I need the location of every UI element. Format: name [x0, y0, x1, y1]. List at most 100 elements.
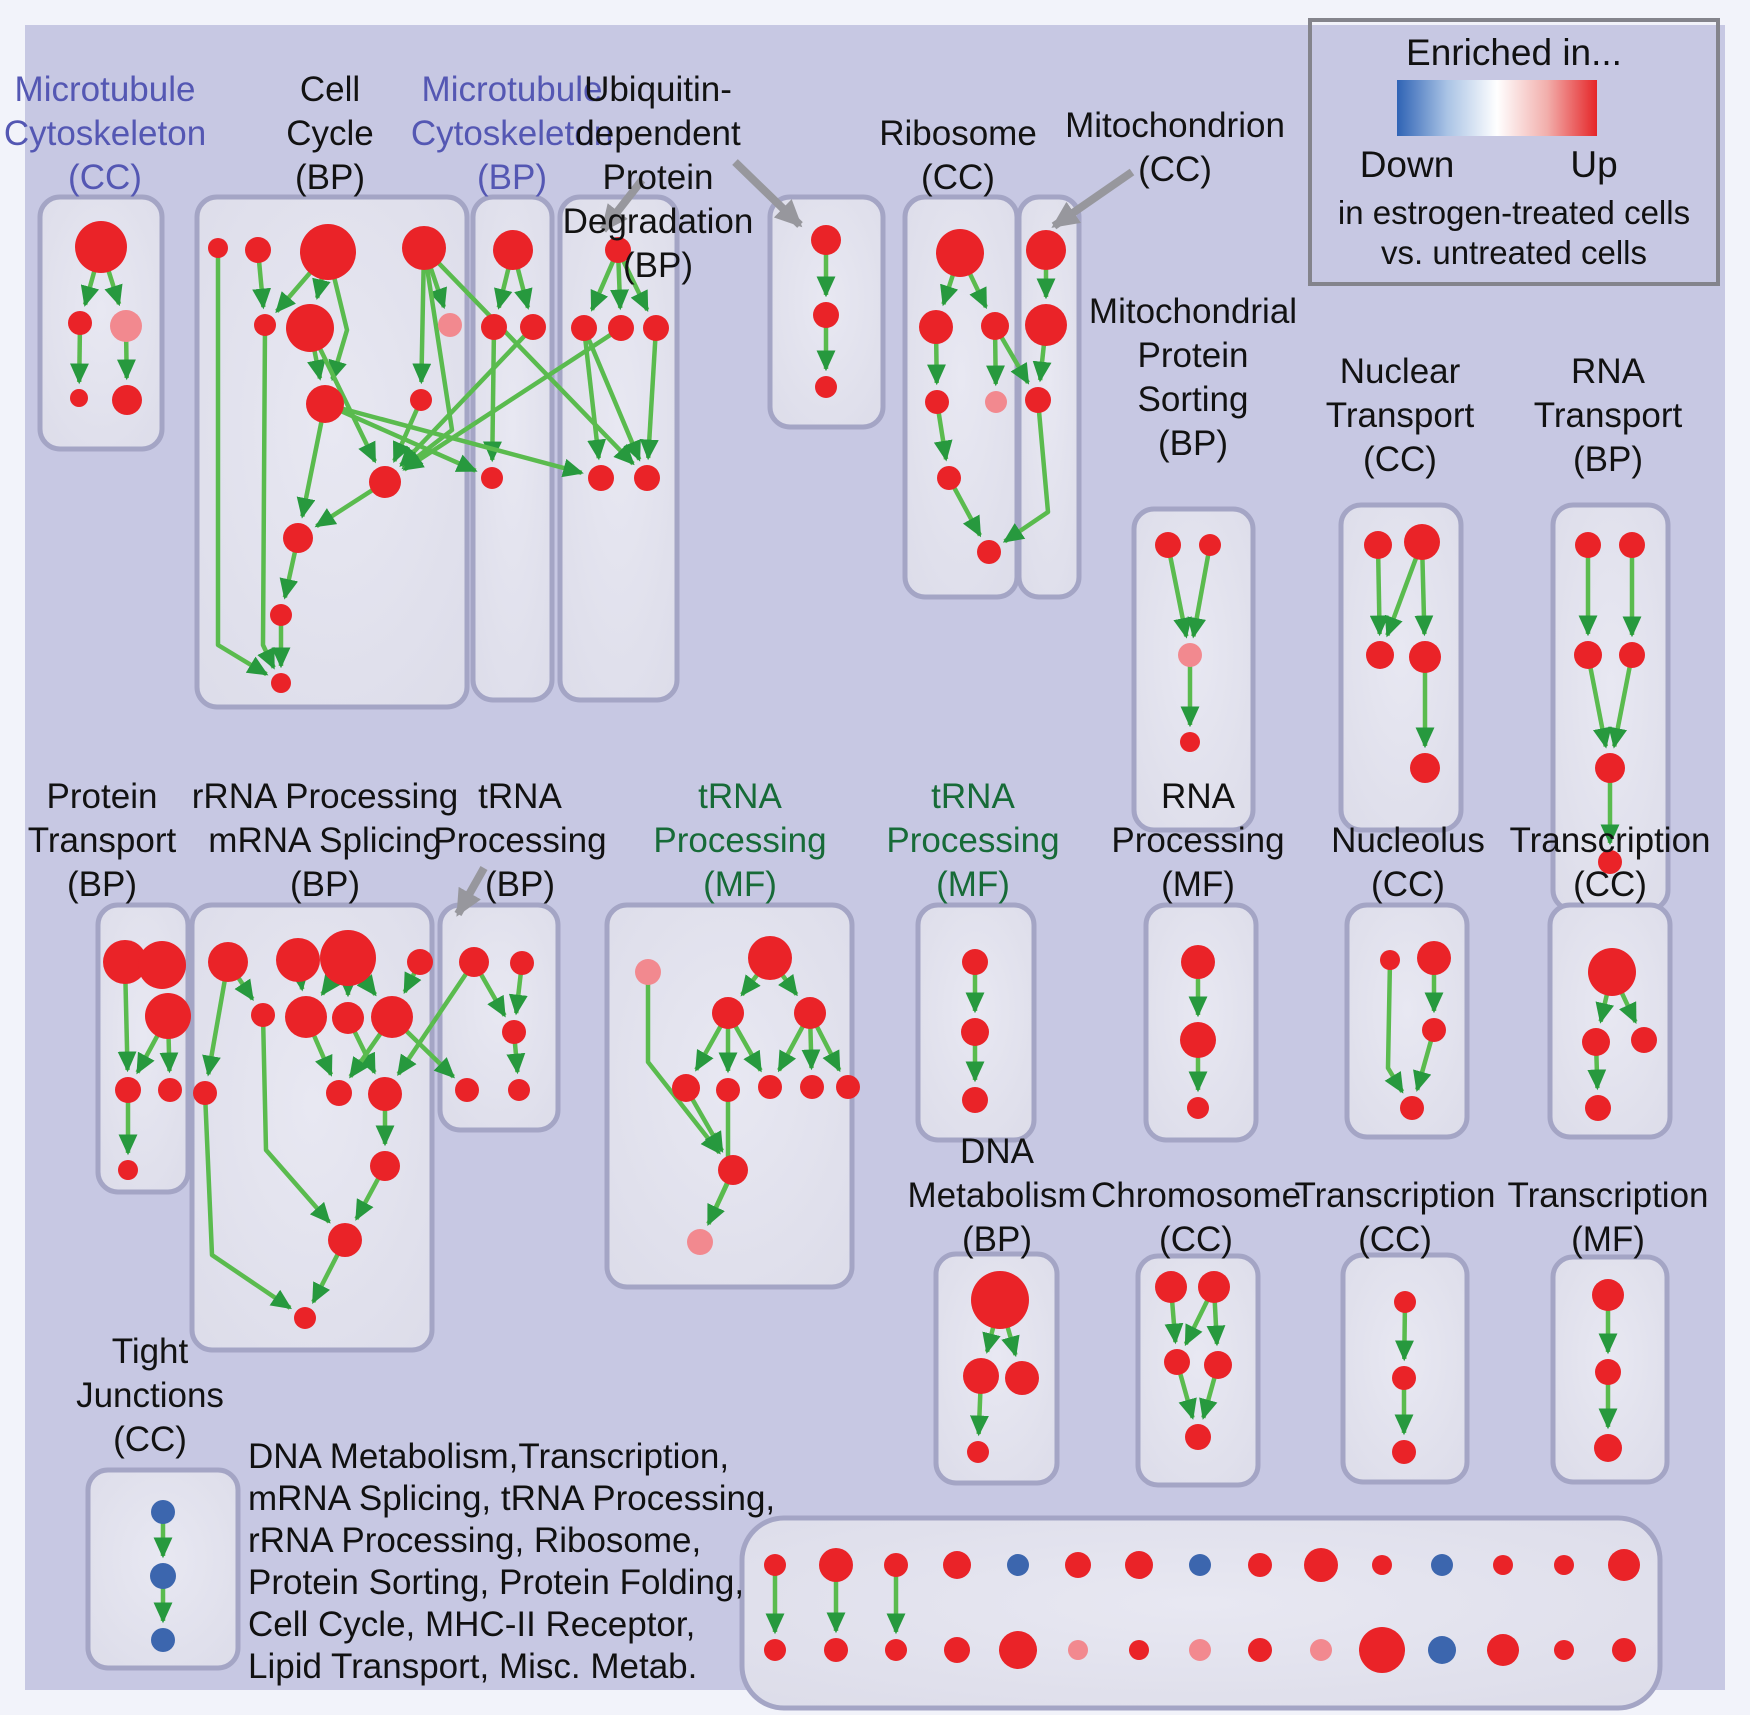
cluster-box-mito_sorting: [1131, 506, 1256, 833]
enrichment-edge: [422, 246, 635, 466]
go-term-node: [1007, 1554, 1029, 1576]
go-term-node: [70, 389, 88, 407]
legend-caption-line2: vs. untreated cells: [1381, 234, 1647, 271]
go-term-node: [459, 947, 489, 977]
go-term-node: [1392, 1440, 1416, 1464]
cluster-box-bottom_misc: [739, 1515, 1663, 1711]
legend-gradient-bar: [1397, 80, 1597, 136]
go-term-node: [112, 385, 142, 415]
go-term-node: [1409, 641, 1441, 673]
go-term-node: [510, 951, 534, 975]
go-term-node: [455, 1078, 479, 1102]
go-term-node: [919, 310, 953, 344]
go-term-node: [1582, 1028, 1610, 1056]
go-term-node: [1592, 1279, 1624, 1311]
go-term-node: [1422, 1018, 1446, 1042]
go-term-node: [1164, 1349, 1190, 1375]
go-term-node: [1619, 642, 1645, 668]
go-term-node: [407, 949, 433, 975]
go-term-node: [286, 304, 334, 352]
go-term-node: [332, 1002, 364, 1034]
go-term-node: [1204, 1351, 1232, 1379]
go-term-node: [1198, 1271, 1230, 1303]
go-term-node: [1025, 387, 1051, 413]
go-term-node: [794, 997, 826, 1029]
go-term-node: [836, 1075, 860, 1099]
go-term-node: [410, 389, 432, 411]
go-term-node: [1248, 1553, 1272, 1577]
enrichment-edge: [1002, 399, 1051, 544]
go-term-node: [1125, 1551, 1153, 1579]
go-term-node: [1359, 1627, 1405, 1673]
go-term-node: [320, 930, 376, 986]
go-term-node: [758, 1075, 782, 1099]
go-term-node: [276, 938, 320, 982]
go-term-node: [1364, 531, 1392, 559]
go-term-node: [1575, 532, 1601, 558]
enrichment-edge: [260, 1014, 331, 1224]
enrichment-edge: [257, 324, 276, 670]
go-term-node: [1366, 641, 1394, 669]
go-term-node: [151, 1500, 175, 1524]
go-term-node: [1248, 1638, 1272, 1662]
go-term-node: [937, 466, 961, 490]
enrichment-edge: [1369, 544, 1389, 637]
legend-box: Enriched in... Down Up in estrogen-treat…: [1308, 18, 1720, 286]
go-term-node: [1392, 1366, 1416, 1390]
go-term-node: [1431, 1554, 1453, 1576]
cluster-box-transcription_cc_top: [1547, 902, 1673, 1140]
go-term-node: [110, 310, 142, 342]
go-term-node: [962, 949, 988, 975]
go-term-node: [103, 940, 147, 984]
go-term-node: [936, 229, 984, 277]
go-term-node: [967, 1441, 989, 1463]
legend-up-label: Up: [1570, 144, 1618, 185]
go-term-node: [1187, 1097, 1209, 1119]
go-term-node: [1155, 532, 1181, 558]
go-term-node: [271, 673, 291, 693]
go-term-node: [326, 1080, 352, 1106]
misc-note-line: Cell Cycle, MHC-II Receptor,: [248, 1605, 696, 1644]
go-term-node: [1025, 304, 1067, 346]
go-term-node: [150, 1563, 176, 1589]
go-term-node: [294, 1307, 316, 1329]
enrichment-edge: [215, 248, 269, 677]
go-term-node: [1493, 1555, 1513, 1575]
go-term-node: [813, 302, 839, 328]
go-term-node: [811, 225, 841, 255]
go-term-node: [748, 936, 792, 980]
go-term-node: [943, 1551, 971, 1579]
go-term-node: [764, 1554, 786, 1576]
go-term-node: [251, 1003, 275, 1027]
go-term-node: [1594, 1434, 1622, 1462]
misc-note-line: Protein Sorting, Protein Folding,: [248, 1563, 745, 1602]
enrichment-edge: [483, 326, 502, 463]
go-term-node: [75, 221, 127, 273]
go-term-node: [1199, 534, 1221, 556]
go-term-node: [208, 238, 228, 258]
legend-down-label: Down: [1359, 144, 1455, 185]
misc-clusters-note: DNA Metabolism,Transcription, mRNA Splici…: [248, 1436, 775, 1688]
go-term-node: [963, 1358, 999, 1394]
go-term-node: [635, 959, 661, 985]
go-term-node: [254, 314, 276, 336]
misc-note-line: rRNA Processing, Ribosome,: [248, 1521, 702, 1560]
go-term-node: [193, 1081, 217, 1105]
cluster-box-rna_transport: [1550, 502, 1671, 913]
go-term-node: [368, 1077, 402, 1111]
go-term-node: [520, 314, 546, 340]
go-term-node: [981, 312, 1009, 340]
go-term-node: [1619, 532, 1645, 558]
go-term-node: [371, 996, 413, 1038]
enrichment-edge: [1585, 654, 1612, 749]
go-term-node: [115, 1077, 141, 1103]
go-term-node: [944, 1637, 970, 1663]
go-term-node: [370, 1151, 400, 1181]
go-term-node: [1595, 1359, 1621, 1385]
annotation-arrow-ubiquitin-box-2: [732, 159, 803, 228]
enrichment-edge: [402, 326, 623, 472]
go-term-node: [402, 226, 446, 270]
go-term-node: [1372, 1555, 1392, 1575]
go-term-node: [824, 1638, 848, 1662]
